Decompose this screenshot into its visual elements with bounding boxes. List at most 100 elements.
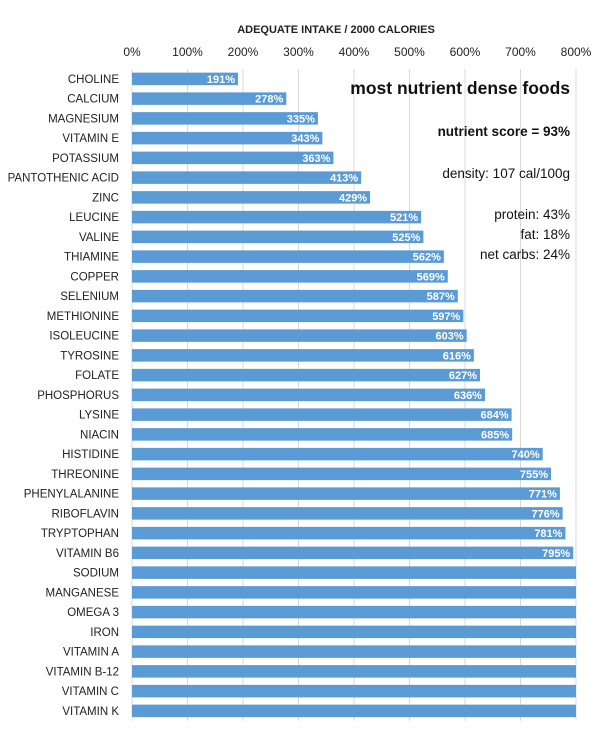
nutrient-score: nutrient score = 93% — [437, 124, 570, 139]
category-labels: CHOLINE CALCIUM MAGNESIUM VITAMIN E POTASSIU… — [8, 74, 120, 718]
fat-text: fat: 18% — [520, 227, 570, 242]
bar — [132, 210, 422, 224]
bar — [132, 309, 464, 323]
data-label: 429% — [339, 192, 367, 204]
category-label: LEUCINE — [69, 212, 119, 224]
category-label: OMEGA 3 — [67, 607, 119, 619]
data-label: 740% — [512, 449, 540, 461]
bar — [132, 645, 576, 658]
data-label: 636% — [454, 390, 482, 402]
category-label: VITAMIN C — [62, 686, 119, 698]
bar — [132, 566, 576, 579]
x-tick-label: 100% — [172, 45, 203, 59]
data-label: 413% — [330, 173, 358, 185]
category-label: LYSINE — [79, 410, 119, 422]
x-tick-label: 500% — [394, 45, 425, 59]
bar — [132, 368, 480, 382]
category-label: COPPER — [70, 271, 119, 283]
x-tick-label: 0% — [123, 45, 141, 59]
bar — [132, 270, 448, 283]
data-label: 684% — [480, 410, 508, 422]
category-label: MANGANESE — [46, 587, 120, 599]
bar — [132, 487, 560, 500]
category-label: PANTOTHENIC ACID — [8, 173, 119, 185]
data-label: 587% — [427, 291, 455, 303]
x-tick-label: 800% — [561, 45, 592, 59]
category-label: HISTIDINE — [62, 449, 119, 461]
data-label: 795% — [542, 548, 570, 560]
x-tick-label: 600% — [450, 45, 481, 59]
bar — [132, 349, 474, 362]
data-label: 781% — [534, 528, 562, 540]
bar — [132, 447, 543, 461]
category-label: NIACIN — [80, 429, 119, 441]
bar — [132, 289, 458, 303]
net-carbs-text: net carbs: 24% — [479, 247, 570, 262]
category-label: VITAMIN B-12 — [46, 666, 119, 678]
bar — [132, 230, 424, 244]
category-label: SELENIUM — [60, 291, 119, 303]
density-text: density: 107 cal/100g — [442, 166, 570, 181]
category-label: SODIUM — [73, 568, 119, 580]
bar — [132, 151, 334, 165]
bar — [132, 605, 576, 619]
data-label: 755% — [520, 469, 548, 481]
bar — [132, 586, 576, 599]
x-tick-label: 200% — [228, 45, 259, 59]
data-label: 597% — [432, 311, 460, 323]
data-label: 363% — [302, 153, 330, 165]
data-label: 771% — [529, 489, 557, 501]
bar — [132, 112, 318, 125]
category-label: FOLATE — [75, 370, 119, 382]
bar — [132, 329, 467, 342]
bar — [132, 171, 362, 184]
category-label: TRYPTOPHAN — [41, 528, 119, 540]
bar — [132, 250, 444, 263]
data-label: 562% — [413, 252, 441, 264]
bar — [132, 467, 552, 481]
category-label: THIAMINE — [64, 252, 119, 264]
data-label: 685% — [481, 429, 509, 441]
category-label: CHOLINE — [68, 74, 119, 86]
bar — [132, 625, 576, 639]
category-label: VITAMIN K — [62, 706, 119, 718]
bar — [132, 428, 513, 441]
bar — [132, 408, 512, 421]
data-label: 343% — [291, 133, 319, 145]
bar — [132, 92, 287, 105]
category-label: ZINC — [92, 192, 119, 204]
category-label: VITAMIN E — [62, 133, 119, 145]
data-label: 521% — [390, 212, 418, 224]
bar — [132, 507, 563, 520]
data-label: 278% — [255, 94, 283, 106]
x-tick-label: 300% — [283, 45, 314, 59]
category-label: ISOLEUCINE — [49, 331, 119, 343]
bar — [132, 704, 576, 718]
data-label: 603% — [436, 331, 464, 343]
category-label: VALINE — [79, 232, 119, 244]
bar — [132, 72, 239, 86]
category-label: METHIONINE — [47, 311, 120, 323]
x-axis-title: ADEQUATE INTAKE / 2000 CALORIES — [237, 24, 435, 36]
data-label: 191% — [207, 74, 235, 86]
category-label: MAGNESIUM — [48, 113, 119, 125]
bar — [132, 665, 576, 678]
data-label: 525% — [392, 232, 420, 244]
category-label: PHENYLALANINE — [24, 489, 120, 501]
bar — [132, 526, 566, 540]
category-label: IRON — [90, 627, 119, 639]
protein-text: protein: 43% — [494, 207, 570, 222]
x-tick-label: 700% — [505, 45, 536, 59]
bar — [132, 684, 576, 698]
data-labels: 191% 278% 335% 343% 363%413% 429% 521% 525% 562%… — [207, 74, 571, 560]
bars — [132, 72, 576, 718]
data-label: 776% — [532, 508, 560, 520]
category-label: POTASSIUM — [52, 153, 119, 165]
chart-title: most nutrient dense foods — [350, 78, 570, 98]
x-axis-ticks: 0% 100% 200% 300% 400% 500% 600% 700% 800% — [123, 45, 591, 59]
bar — [132, 546, 574, 560]
data-label: 627% — [449, 370, 477, 382]
x-tick-label: 400% — [339, 45, 370, 59]
category-label: THREONINE — [51, 469, 119, 481]
